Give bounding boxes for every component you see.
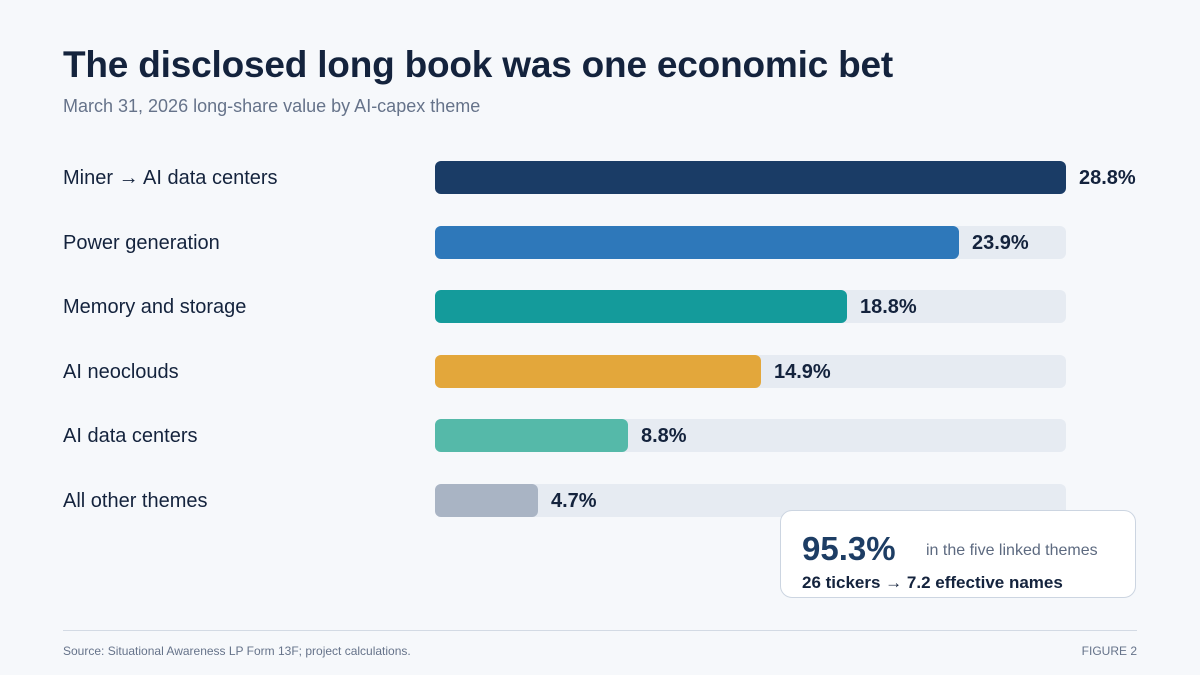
chart-subtitle: March 31, 2026 long-share value by AI-ca… <box>63 96 481 116</box>
source-note: Source: Situational Awareness LP Form 13… <box>63 644 411 658</box>
bar-value-label: 18.8% <box>860 296 917 318</box>
bar <box>435 161 1066 194</box>
callout-total-value: 95.3% <box>802 530 896 567</box>
category-label: All other themes <box>63 490 208 512</box>
bar <box>435 419 628 452</box>
bar-value-label: 14.9% <box>774 361 831 383</box>
category-label: AI neoclouds <box>63 361 179 383</box>
footer-divider <box>63 630 1137 631</box>
bar <box>435 290 847 323</box>
callout-caption: in the five linked themes <box>926 542 1098 559</box>
bar <box>435 226 959 259</box>
summary-callout: 95.3% in the five linked themes 26 ticke… <box>780 510 1136 598</box>
category-label: Memory and storage <box>63 296 247 318</box>
chart-title: The disclosed long book was one economic… <box>63 44 894 85</box>
bar <box>435 484 538 517</box>
bar <box>435 355 761 388</box>
category-label: Miner → AI data centers <box>63 167 278 189</box>
bar-value-label: 4.7% <box>551 490 597 512</box>
callout-detail: 26 tickers → 7.2 effective names <box>802 573 1063 592</box>
category-label: AI data centers <box>63 425 198 447</box>
category-label: Power generation <box>63 232 220 254</box>
figure-label: FIGURE 2 <box>1081 644 1137 658</box>
bar-value-label: 8.8% <box>641 425 687 447</box>
bar-value-label: 28.8% <box>1079 167 1136 189</box>
bar-value-label: 23.9% <box>972 232 1029 254</box>
